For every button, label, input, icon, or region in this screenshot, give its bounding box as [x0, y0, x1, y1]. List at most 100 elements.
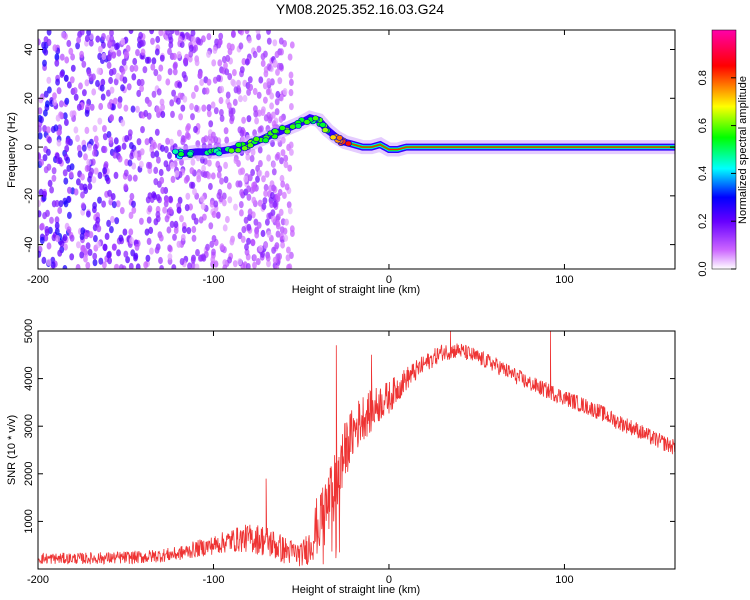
spectrogram-noise-cell — [129, 65, 135, 73]
spectrogram-noise-cell — [54, 216, 60, 224]
spectrogram-noise-cell — [247, 208, 253, 216]
spectrogram-noise-cell — [197, 71, 203, 79]
colorbar: 0.0 0.2 0.4 0.6 0.8 Normalized spectral ampl… — [697, 29, 749, 277]
spectrogram-noise-cell — [116, 49, 122, 57]
spectrogram-noise-cell — [168, 206, 173, 214]
spectrogram-noise-cell — [269, 102, 274, 110]
ridge-blob — [311, 115, 319, 122]
spectrogram-noise-cell — [93, 144, 98, 152]
spectrogram-noise-cell — [68, 47, 74, 56]
spectrogram-noise-cell — [262, 197, 268, 205]
spectrogram-noise-cell — [111, 103, 116, 111]
x-tick-label: 0 — [386, 274, 392, 286]
spectrogram-noise-cell — [185, 131, 190, 139]
spectrogram-noise-cell — [73, 93, 79, 101]
spectrogram-noise-cell — [283, 234, 289, 242]
spectrogram-noise-cell — [217, 38, 223, 46]
spectrogram-noise-cell — [108, 136, 114, 144]
spectrogram-noise-cell — [157, 196, 162, 204]
spectrogram-noise-cell — [257, 169, 263, 177]
spectrogram-noise-cell — [173, 220, 179, 228]
spectrogram-noise-cell — [177, 81, 183, 89]
spectrogram-noise-cell — [249, 155, 255, 163]
spectrogram-noise-cell — [140, 126, 145, 134]
spectrogram-noise-cell — [112, 97, 118, 105]
spectrogram-noise-cell — [44, 225, 50, 234]
spectrogram-noise-cell — [225, 91, 231, 99]
spectrogram-noise-cell — [123, 104, 129, 112]
spectrogram-noise-cell — [47, 86, 52, 94]
spectrogram-noise-cell — [239, 66, 245, 74]
spectrogram-noise-cell — [76, 178, 81, 186]
spectrogram-noise-cell — [38, 96, 44, 104]
spectrogram-noise-cell — [128, 262, 134, 269]
spectrogram-noise-cell — [267, 116, 273, 124]
ridge-blob — [335, 134, 343, 141]
y-tick-label: 3000 — [23, 414, 35, 438]
spectrogram-noise-cell — [170, 175, 176, 183]
spectrogram-noise-cell — [153, 166, 159, 174]
spectrogram-noise-cell — [52, 92, 57, 100]
spectrogram-noise-cell — [117, 96, 123, 104]
spectrogram-noise-cell — [121, 265, 127, 269]
spectrogram-noise-cell — [179, 258, 185, 266]
spectrogram-noise-cell — [170, 110, 175, 118]
spectrogram-noise-cell — [256, 33, 261, 41]
spectrogram-noise-cell — [255, 30, 261, 35]
spectrogram-noise-cell — [174, 170, 180, 178]
spectrogram-noise-cell — [83, 186, 89, 195]
ridge-blob — [246, 142, 254, 149]
spectrogram-noise-cell — [193, 217, 199, 225]
spectrogram-noise-cell — [272, 200, 278, 209]
spectrogram-noise-cell — [207, 159, 212, 167]
spectrogram-noise-cell — [194, 263, 200, 269]
spectrogram-noise-cell — [76, 36, 81, 44]
spectrogram-noise-cell — [164, 215, 170, 223]
spectrogram-noise-cell — [265, 88, 271, 96]
spectrogram-noise-cell — [182, 226, 187, 234]
spectrogram-noise-cell — [219, 243, 225, 251]
spectrogram-noise-cell — [110, 193, 116, 201]
spectrogram-noise-cell — [168, 195, 173, 203]
spectrogram-noise-cell — [252, 254, 257, 262]
spectrogram-ridge-layer — [171, 110, 675, 162]
spectrogram-noise-cell — [244, 30, 250, 35]
spectrogram-noise-cell — [146, 237, 152, 245]
spectrogram-noise-cell — [275, 219, 281, 228]
spectrogram-noise-cell — [266, 260, 271, 268]
spectrogram-noise-cell — [131, 162, 137, 170]
spectrogram-noise-cell — [151, 191, 157, 199]
spectrogram-noise-cell — [216, 171, 222, 179]
spectrogram-noise-cell — [271, 168, 277, 176]
spectrogram-noise-cell — [147, 205, 153, 213]
spectrogram-noise-cell — [134, 243, 140, 251]
y-tick-label: -20 — [23, 188, 35, 204]
spectrogram-noise-cell — [182, 95, 188, 103]
spectrogram-noise-cell — [211, 59, 217, 67]
spectrogram-noise-cell — [172, 233, 177, 241]
spectrogram-noise-cell — [42, 190, 47, 198]
spectrogram-noise-cell — [63, 32, 68, 40]
spectrogram-noise-cell — [262, 82, 268, 90]
spectrogram-noise-cell — [51, 174, 57, 182]
spectrogram-noise-cell — [167, 253, 173, 261]
spectrogram-noise-cell — [109, 35, 115, 43]
spectrogram-noise-cell — [280, 136, 286, 144]
spectrogram-noise-cell — [273, 59, 278, 67]
spectrogram-noise-cell — [183, 176, 189, 184]
spectrogram-noise-cell — [246, 115, 252, 123]
spectrogram-noise-cell — [79, 251, 85, 259]
spectrogram-noise-cell — [256, 91, 262, 99]
spectrogram-noise-cell — [255, 175, 260, 183]
spectrogram-xlabel: Height of straight line (km) — [292, 284, 420, 296]
spectrogram-noise-cell — [43, 90, 49, 98]
spectrogram-noise-cell — [115, 200, 121, 208]
spectrogram-noise-cell — [89, 103, 95, 111]
spectrogram-noise-cell — [271, 120, 277, 128]
spectrogram-noise-cell — [210, 255, 216, 264]
spectrogram-noise-cell — [287, 164, 293, 172]
spectrogram-noise-cell — [246, 237, 251, 245]
snr-frame — [37, 330, 676, 570]
spectrogram-noise-cell — [43, 109, 48, 117]
spectrogram-noise-cell — [202, 171, 208, 179]
